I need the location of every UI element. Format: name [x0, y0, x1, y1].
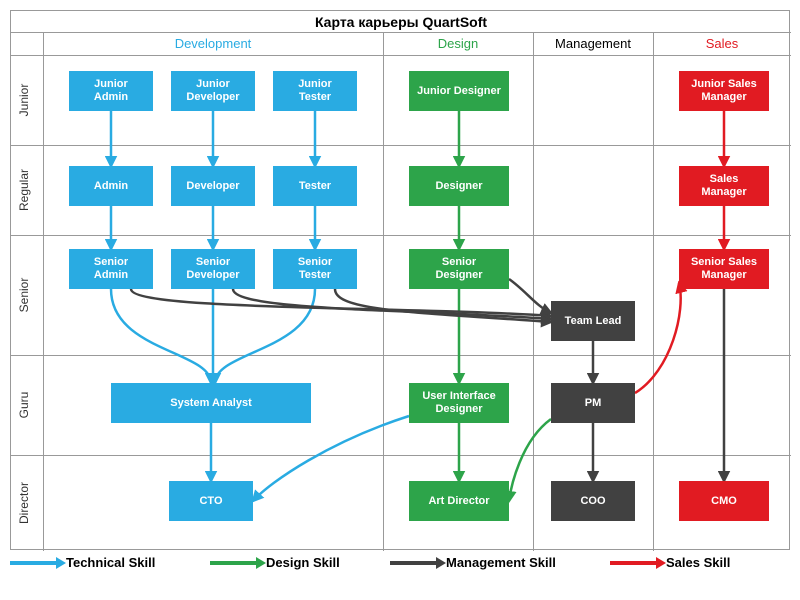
- edge-sr-dev-to-team-lead: [233, 289, 551, 319]
- node-jr-dev: JuniorDeveloper: [171, 71, 255, 111]
- legend-item-sales-skill: Sales Skill: [610, 555, 730, 570]
- node-dev: Developer: [171, 166, 255, 206]
- legend-label: Design Skill: [266, 555, 340, 570]
- edge-sr-test-to-team-lead: [335, 289, 551, 322]
- node-sales: SalesManager: [679, 166, 769, 206]
- edge-ui-des-to-cto: [253, 416, 409, 501]
- node-jr-sales: Junior SalesManager: [679, 71, 769, 111]
- node-jr-test: JuniorTester: [273, 71, 357, 111]
- node-des: Designer: [409, 166, 509, 206]
- edge-sr-des-to-team-lead: [509, 279, 551, 313]
- node-test: Tester: [273, 166, 357, 206]
- legend-label: Technical Skill: [66, 555, 155, 570]
- edge-sr-admin-to-sys-analyst: [111, 289, 211, 383]
- chart-title: Карта карьеры QuartSoft: [11, 11, 791, 33]
- node-sr-des: SeniorDesigner: [409, 249, 509, 289]
- node-coo: COO: [551, 481, 635, 521]
- node-cto: CTO: [169, 481, 253, 521]
- level-label-junior: Junior: [17, 60, 37, 140]
- edge-pm-to-art-dir: [509, 419, 551, 501]
- legend-label: Management Skill: [446, 555, 556, 570]
- node-cmo: CMO: [679, 481, 769, 521]
- edge-sr-admin-to-team-lead: [131, 289, 551, 316]
- level-label-guru: Guru: [17, 365, 37, 445]
- level-label-senior: Senior: [17, 255, 37, 335]
- node-ui-des: User InterfaceDesigner: [409, 383, 509, 423]
- node-pm: PM: [551, 383, 635, 423]
- department-header-mgmt: Management: [533, 33, 653, 55]
- node-admin: Admin: [69, 166, 153, 206]
- legend-arrow-icon: [610, 561, 660, 565]
- node-sr-sales: Senior SalesManager: [679, 249, 769, 289]
- node-jr-des: Junior Designer: [409, 71, 509, 111]
- level-label-regular: Regular: [17, 150, 37, 230]
- node-art-dir: Art Director: [409, 481, 509, 521]
- legend-label: Sales Skill: [666, 555, 730, 570]
- legend-item-technical-skill: Technical Skill: [10, 555, 155, 570]
- legend-arrow-icon: [10, 561, 60, 565]
- legend-arrow-icon: [210, 561, 260, 565]
- node-sys-analyst: System Analyst: [111, 383, 311, 423]
- legend-item-management-skill: Management Skill: [390, 555, 556, 570]
- department-header-sales: Sales: [653, 33, 791, 55]
- legend-arrow-icon: [390, 561, 440, 565]
- department-header-des: Design: [383, 33, 533, 55]
- node-team-lead: Team Lead: [551, 301, 635, 341]
- node-sr-dev: SeniorDeveloper: [171, 249, 255, 289]
- node-sr-admin: SeniorAdmin: [69, 249, 153, 289]
- node-jr-admin: JuniorAdmin: [69, 71, 153, 111]
- department-header-dev: Development: [43, 33, 383, 55]
- level-label-director: Director: [17, 463, 37, 543]
- node-sr-test: SeniorTester: [273, 249, 357, 289]
- edge-pm-to-sr-sales: [635, 283, 681, 393]
- edge-sr-test-to-sys-analyst: [215, 289, 315, 383]
- legend-item-design-skill: Design Skill: [210, 555, 340, 570]
- career-map-chart: Карта карьеры QuartSoft DevelopmentDesig…: [10, 10, 790, 550]
